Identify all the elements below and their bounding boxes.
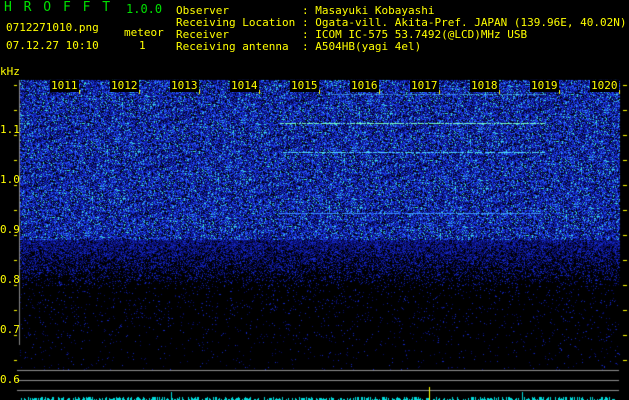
info-value: : A504HB(yagi 4el)	[302, 40, 422, 53]
y-tick-label: 0.7	[0, 323, 20, 336]
y-tick-label: 0.9	[0, 223, 20, 236]
time-tick-label: 1013	[170, 79, 199, 92]
time-tick-label: 1016	[350, 79, 379, 92]
time-tick-label: 1020	[590, 79, 619, 92]
y-tick-label: 0.8	[0, 273, 20, 286]
time-tick-label: 1019	[530, 79, 559, 92]
app-title: H R O F F T	[4, 0, 113, 15]
datetime: 07.12.27 10:10	[6, 39, 99, 52]
info-value: : ICOM IC-575 53.7492(@LCD)MHz USB	[302, 28, 528, 41]
info-value: : Ogata-vill. Akita-Pref. JAPAN (139.96E…	[302, 16, 627, 29]
time-tick-label: 1015	[290, 79, 319, 92]
meteor-label: meteor	[124, 26, 164, 39]
time-tick-label: 1017	[410, 79, 439, 92]
time-tick-label: 1011	[50, 79, 79, 92]
info-value: : Masayuki Kobayashi	[302, 4, 435, 17]
time-tick-label: 1014	[230, 79, 259, 92]
y-tick-label: 1.1	[0, 123, 20, 136]
info-label: Receiver	[176, 28, 229, 41]
app-version: 1.0.0	[126, 2, 163, 16]
time-tick-label: 1012	[110, 79, 139, 92]
info-label: Observer	[176, 4, 229, 17]
info-label: Receiving Location	[176, 16, 296, 29]
meteor-count: 1	[139, 39, 146, 52]
y-tick-label: 0.6	[0, 373, 20, 386]
y-axis-unit: kHz	[0, 65, 20, 78]
info-label: Receiving antenna	[176, 40, 289, 53]
time-tick-label: 1018	[470, 79, 499, 92]
file-name: 0712271010.png	[6, 21, 99, 34]
y-tick-label: 1.0	[0, 173, 20, 186]
